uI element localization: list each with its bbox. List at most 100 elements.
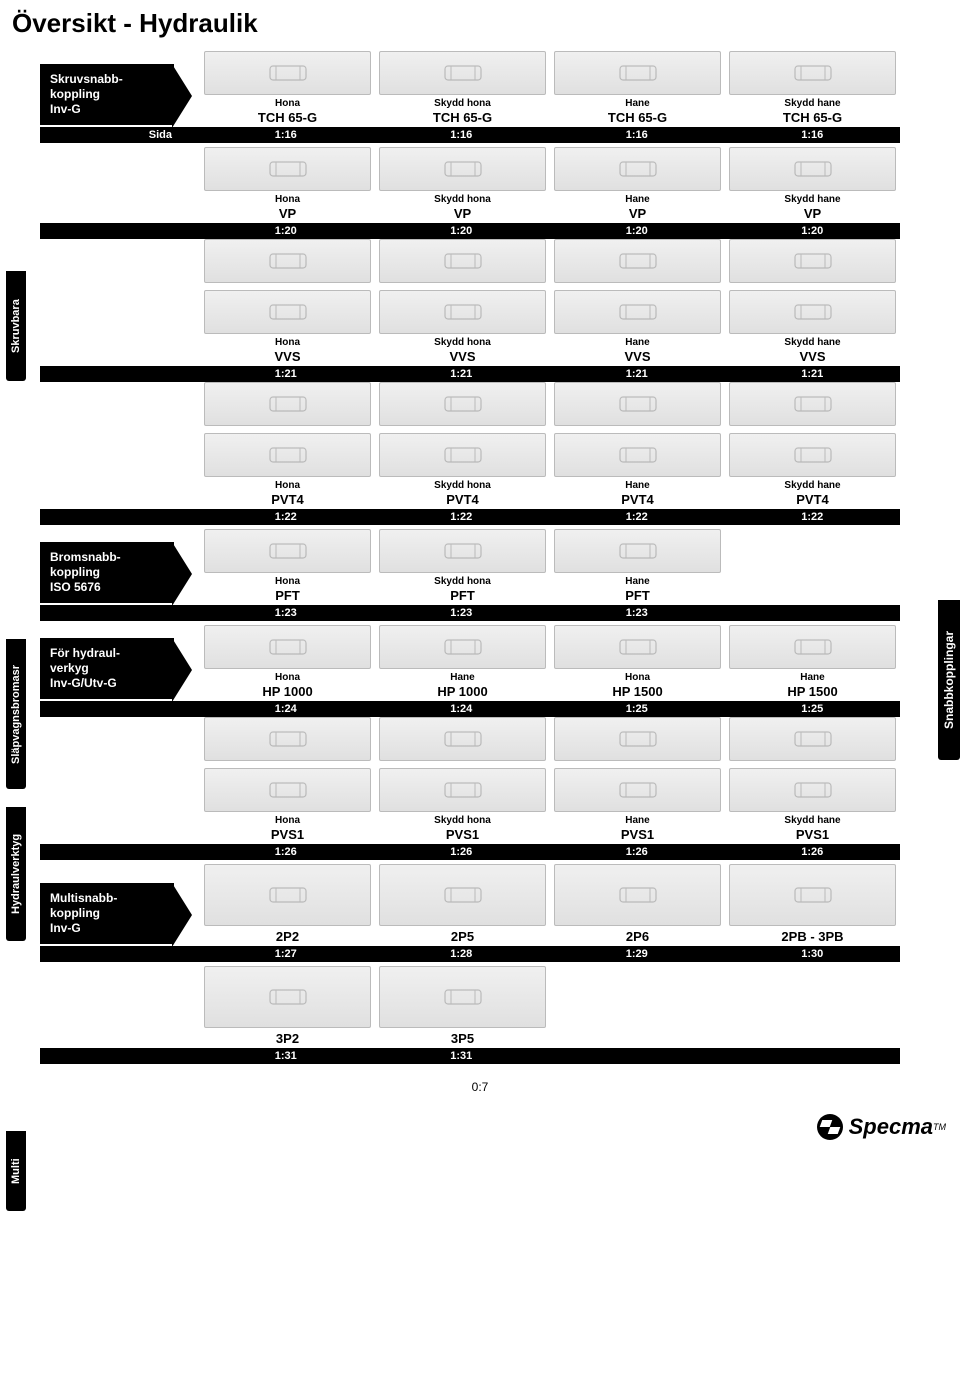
product-image [729,433,896,477]
product-cell: HaneVP [550,147,725,221]
page-ref: 1:31 [198,1048,374,1064]
page-ref-bar: 1:271:281:291:30 [40,946,900,962]
variant-label: Skydd hona [379,98,546,109]
product-image [554,625,721,669]
page-ref: 1:22 [198,509,374,525]
product-image [379,966,546,1028]
product-image [729,864,896,926]
product-cell: 3P5 [375,966,550,1046]
product-cell: HanePVT4 [550,433,725,507]
logo-tm: TM [933,1122,946,1132]
product-image [379,382,546,426]
product-name: 2P5 [379,929,546,944]
catalog-row: HonaPVT4Skydd honaPVT4HanePVT4Skydd hane… [40,433,900,525]
page-ref: 1:29 [549,946,725,962]
product-cell: Skydd haneTCH 65-G [725,51,900,125]
product-cell [550,382,725,429]
product-image [729,382,896,426]
variant-label: Skydd hona [379,194,546,205]
catalog-row: Skruvsnabb-kopplingInv-GHonaTCH 65-GSkyd… [40,51,900,143]
page-ref: 1:20 [549,223,725,239]
category-tag: Bromsnabb-kopplingISO 5676 [40,542,174,603]
page-ref: 1:22 [549,509,725,525]
variant-label: Hane [554,98,721,109]
product-name: TCH 65-G [729,110,896,125]
page-ref [549,1048,725,1064]
variant-label: Hane [554,815,721,826]
page-ref: 1:26 [725,844,901,860]
page-ref: 1:23 [549,605,725,621]
product-name: 3P5 [379,1031,546,1046]
product-image [554,529,721,573]
left-tab: Multi [6,1131,26,1211]
variant-label: Skydd hona [379,815,546,826]
page-ref-bar: 1:241:241:251:25 [40,701,900,717]
product-image [379,768,546,812]
product-name: PVT4 [204,492,371,507]
product-cell: 3P2 [200,966,375,1046]
page-ref-bar: Sida1:161:161:161:16 [40,127,900,143]
product-name: PVT4 [729,492,896,507]
page-ref: 1:16 [198,127,374,143]
product-name: TCH 65-G [379,110,546,125]
product-name: PVS1 [379,827,546,842]
product-name: VP [379,206,546,221]
page-ref-bar: 1:231:231:23 [40,605,900,621]
product-cell: HonaPVS1 [200,768,375,842]
page-ref: 1:26 [549,844,725,860]
logo-icon [817,1114,843,1140]
product-cell: Skydd honaVVS [375,290,550,364]
product-cell [375,239,550,286]
page-ref: 1:28 [374,946,550,962]
product-name: PVT4 [554,492,721,507]
tag-line: koppling [50,906,164,921]
product-image [204,864,371,926]
product-cell [375,717,550,764]
product-cell [725,382,900,429]
product-image [729,51,896,95]
product-name: 2PB - 3PB [729,929,896,944]
product-image [379,433,546,477]
variant-label: Hona [204,98,371,109]
tag-line: Inv-G [50,921,164,936]
variant-label: Hane [554,337,721,348]
product-cell: Skydd honaPFT [375,529,550,603]
variant-label: Hona [554,672,721,683]
product-name: TCH 65-G [554,110,721,125]
product-cell: HonaHP 1000 [200,625,375,699]
product-image [204,966,371,1028]
product-name: VP [204,206,371,221]
product-cell: Skydd hanePVT4 [725,433,900,507]
tag-line: ISO 5676 [50,580,164,595]
variant-label: Hona [204,194,371,205]
category-tag: Multisnabb-kopplingInv-G [40,883,174,944]
product-image [204,382,371,426]
product-cell [200,382,375,429]
product-name: 3P2 [204,1031,371,1046]
product-cell: HanePVS1 [550,768,725,842]
page-ref: 1:16 [549,127,725,143]
variant-label: Hane [554,194,721,205]
product-image [379,717,546,761]
variant-label: Hona [204,337,371,348]
product-cell: Skydd haneVVS [725,290,900,364]
page-ref: 1:20 [725,223,901,239]
product-cell [550,717,725,764]
variant-label: Skydd hane [729,98,896,109]
product-cell: HaneHP 1000 [375,625,550,699]
brand-logo: Specma TM [817,1114,946,1140]
page-ref [725,605,901,621]
category-tag: För hydraul-verkygInv-G/Utv-G [40,638,174,699]
product-cell: Skydd honaPVS1 [375,768,550,842]
product-image [379,239,546,283]
variant-label: Hona [204,672,371,683]
product-image [554,147,721,191]
product-name: VVS [379,349,546,364]
page-ref: 1:21 [549,366,725,382]
product-cell [725,966,900,1046]
product-name: HP 1000 [204,684,371,699]
product-image [204,717,371,761]
product-image [204,768,371,812]
product-name: 2P6 [554,929,721,944]
product-image [729,239,896,283]
